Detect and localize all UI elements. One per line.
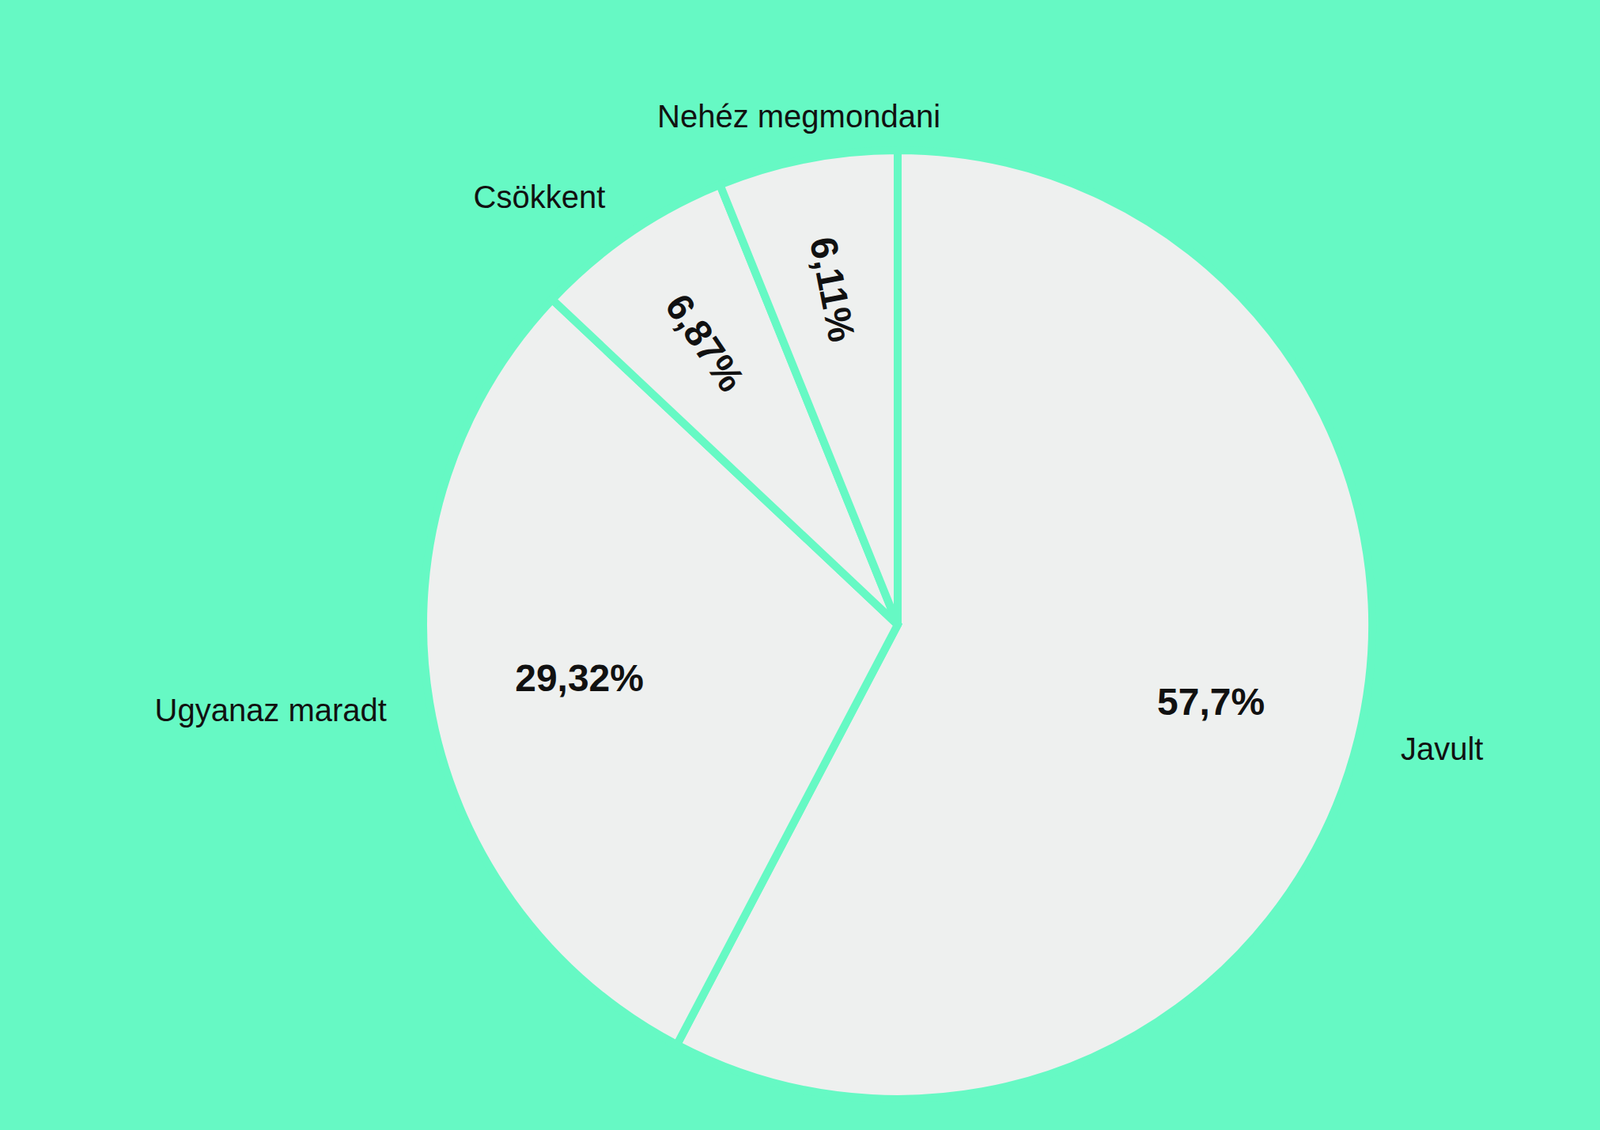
svg-text:Nehéz megmondani: Nehéz megmondani [657, 98, 941, 134]
svg-text:57,7%: 57,7% [1157, 680, 1265, 723]
svg-text:6,87%: 6,87% [657, 286, 753, 399]
svg-text:Javult: Javult [1400, 731, 1484, 767]
svg-text:6,11%: 6,11% [801, 233, 863, 345]
svg-text:Ugyanaz maradt: Ugyanaz maradt [155, 692, 387, 728]
svg-text:29,32%: 29,32% [514, 657, 644, 700]
svg-text:Csökkent: Csökkent [473, 179, 606, 215]
